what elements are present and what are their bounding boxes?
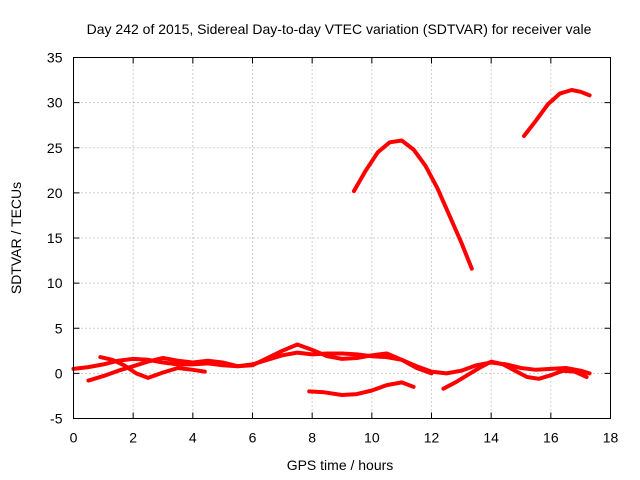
x-tick-label: 18 [603,430,619,446]
x-tick-label: 2 [129,430,137,446]
x-tick-label: 16 [543,430,559,446]
y-axis-title: SDTVAR / TECUs [8,182,24,294]
y-tick-label: 30 [47,95,63,111]
y-tick-label: 10 [47,275,63,291]
x-tick-label: 0 [70,430,78,446]
grid [73,57,611,419]
y-tick-label: 5 [55,320,63,336]
series-layer [71,88,592,397]
chart-title: Day 242 of 2015, Sidereal Day-to-day VTE… [87,21,592,37]
series-arc-2 [522,88,592,138]
y-tick-label: 25 [47,140,63,156]
x-tick-label: 14 [483,430,499,446]
series-arc-3 [307,380,416,397]
y-tick-label: 0 [55,365,63,381]
y-tick-labels: -5 0 5 10 15 20 25 30 35 [47,50,63,427]
y-tick-label: -5 [50,411,63,427]
x-tick-label: 8 [308,430,316,446]
series-arc-1 [351,138,474,271]
series-arc-7 [441,359,589,391]
series-arc-6 [98,355,207,380]
x-tick-label: 6 [249,430,257,446]
tick-marks [73,57,611,419]
x-axis-title: GPS time / hours [287,457,394,473]
x-tick-label: 12 [424,430,440,446]
series-arc-5 [86,342,434,383]
x-tick-label: 4 [189,430,197,446]
x-tick-labels: 0 2 4 6 8 10 12 14 16 18 [70,430,619,446]
series-arc-4 [71,350,592,376]
y-tick-label: 15 [47,230,63,246]
y-tick-label: 35 [47,50,63,66]
x-tick-label: 10 [364,430,380,446]
y-tick-label: 20 [47,185,63,201]
